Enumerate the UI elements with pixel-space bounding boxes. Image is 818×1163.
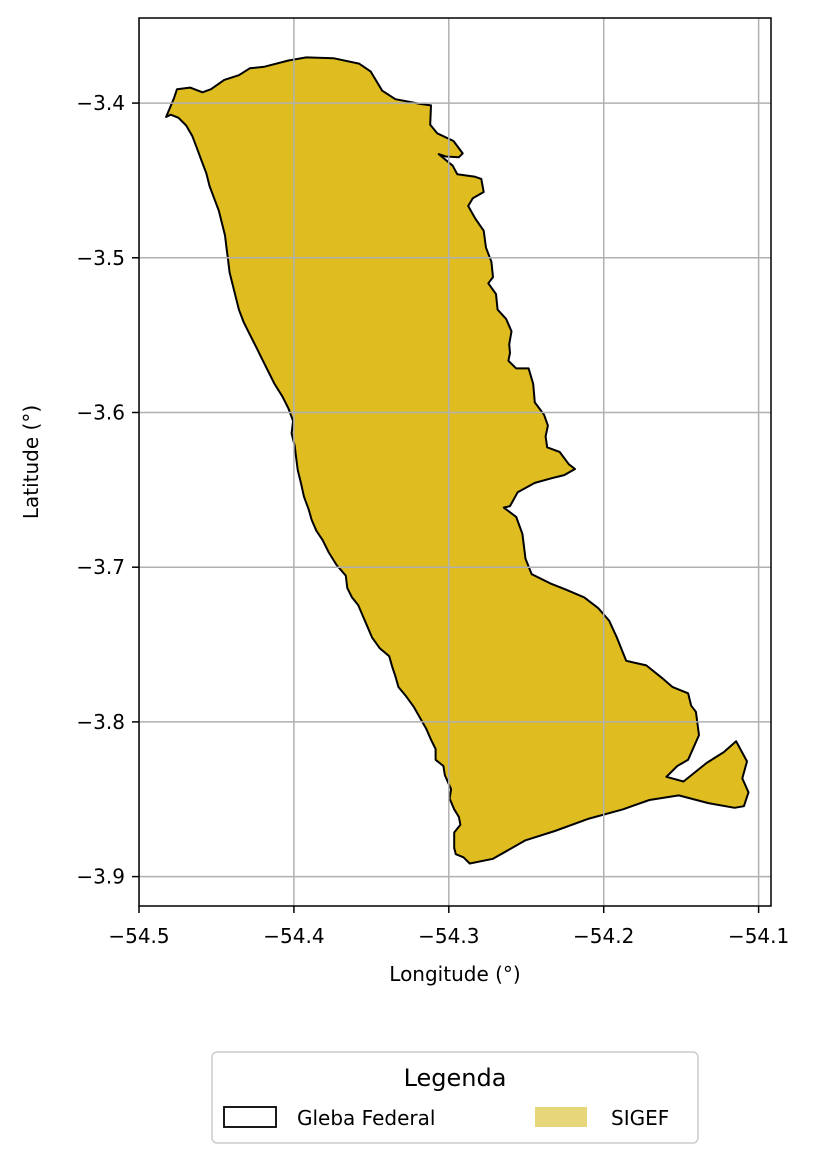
plot-frame [138, 17, 772, 907]
legend-swatch-sigef [535, 1107, 587, 1127]
y-tick-label: −3.5 [76, 246, 125, 270]
x-axis-title: Longitude (°) [389, 962, 520, 986]
polygon-gleba-federal [165, 56, 750, 865]
y-tick-label: −3.9 [76, 865, 125, 889]
legend-label-gleba-federal: Gleba Federal [297, 1106, 435, 1130]
y-axis-ticks: −3.4 −3.5 −3.6 −3.7 −3.8 −3.9 [76, 91, 139, 889]
x-axis-ticks: −54.5 −54.4 −54.3 −54.2 −54.1 [108, 906, 789, 948]
legend-title: Legenda [404, 1064, 507, 1092]
x-tick-label: −54.5 [108, 924, 169, 948]
y-axis-title: Latitude (°) [19, 405, 43, 519]
gleba-federal-layer [165, 56, 750, 865]
y-tick-label: −3.6 [76, 400, 125, 424]
y-tick-label: −3.8 [76, 710, 125, 734]
x-tick-label: −54.1 [728, 924, 789, 948]
legend: Legenda Gleba Federal SIGEF [211, 1051, 699, 1144]
grid-lines [139, 18, 771, 906]
y-tick-label: −3.4 [76, 91, 125, 115]
y-tick-label: −3.7 [76, 555, 125, 579]
x-tick-label: −54.3 [418, 924, 479, 948]
x-tick-label: −54.4 [263, 924, 324, 948]
legend-label-sigef: SIGEF [611, 1106, 669, 1130]
plot-area [138, 17, 772, 907]
x-tick-label: −54.2 [573, 924, 634, 948]
legend-swatch-gleba-federal [223, 1106, 277, 1128]
